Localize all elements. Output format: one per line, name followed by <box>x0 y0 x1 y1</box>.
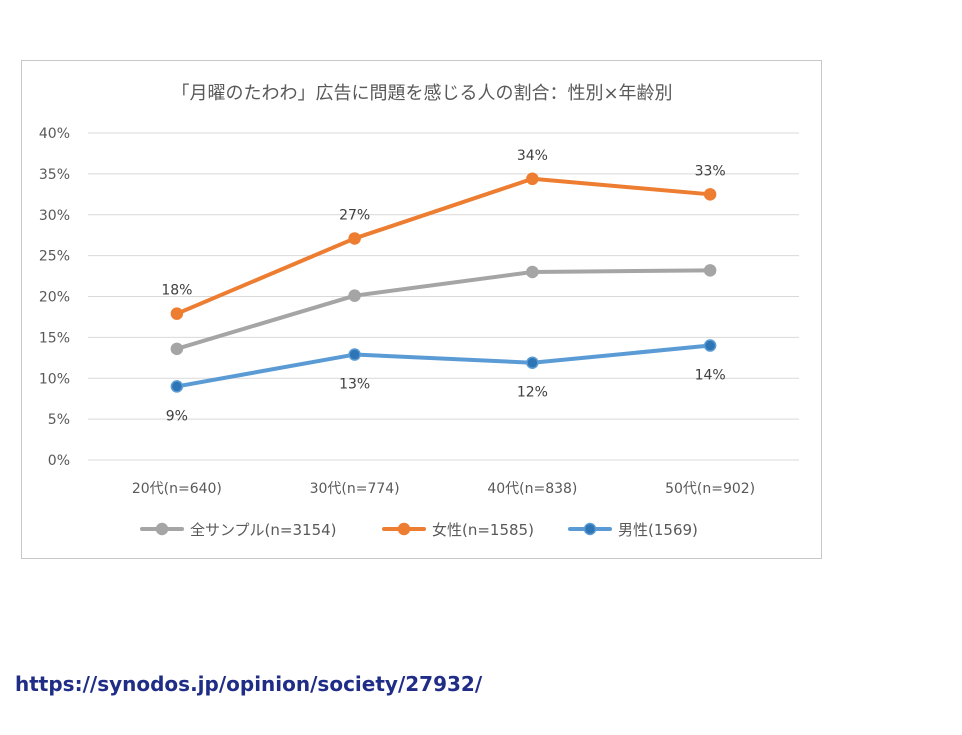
y-tick-label: 25% <box>39 249 70 265</box>
series-line <box>174 268 713 351</box>
y-tick-label: 0% <box>48 453 70 469</box>
x-tick-label: 30代(n=774) <box>310 481 400 497</box>
data-point <box>703 188 717 201</box>
series-1 <box>170 172 717 320</box>
gridlines <box>88 132 799 461</box>
x-tick-label: 50代(n=902) <box>665 481 755 497</box>
y-tick-label: 40% <box>39 126 70 142</box>
series-line <box>174 176 713 316</box>
data-label: 14% <box>695 368 726 384</box>
data-point <box>703 339 717 352</box>
data-label: 13% <box>339 377 370 393</box>
data-label: 18% <box>161 283 192 299</box>
data-labels: 18% 27% 34% 33% 9% 13% 12% 14% <box>161 148 725 425</box>
legend-label: 全サンプル(n=3154) <box>190 521 337 539</box>
series-2 <box>170 339 717 393</box>
y-axis-ticks: 0% 5% 10% 15% 20% 25% 30% 35% 40% <box>39 126 70 469</box>
x-tick-label: 40代(n=838) <box>487 481 577 497</box>
y-tick-label: 10% <box>39 371 70 387</box>
line-chart: 「月曜のたわわ」広告に問題を感じる人の割合：性別×年齢別 0% 5% 10% 15% 2… <box>39 83 799 539</box>
chart-frame: 「月曜のたわわ」広告に問題を感じる人の割合：性別×年齢別 0% 5% 10% 15% 2… <box>21 60 822 559</box>
data-label: 33% <box>695 163 726 179</box>
x-axis-ticks: 20代(n=640) 30代(n=774) 40代(n=838) 50代(n=902) <box>132 481 755 497</box>
data-point <box>526 356 539 369</box>
data-label: 12% <box>517 385 548 401</box>
legend-label: 女性(n=1585) <box>432 521 534 539</box>
legend-item: 全サンプル(n=3154) <box>140 521 337 539</box>
y-tick-label: 30% <box>39 208 70 224</box>
legend: 全サンプル(n=3154) 女性(n=1585) 男性(1569) <box>140 521 698 539</box>
legend-label: 男性(1569) <box>618 521 698 539</box>
data-point <box>526 172 539 186</box>
legend-swatch-marker <box>397 522 411 536</box>
legend-swatch-marker <box>155 522 169 536</box>
series-lines <box>170 172 717 393</box>
legend-item: 女性(n=1585) <box>382 521 534 539</box>
data-label: 34% <box>517 148 548 164</box>
legend-item: 男性(1569) <box>568 521 698 539</box>
series-0 <box>170 264 717 356</box>
data-label: 9% <box>166 408 188 424</box>
data-point <box>170 307 184 320</box>
data-point <box>526 265 539 279</box>
data-point <box>703 264 717 277</box>
x-tick-label: 20代(n=640) <box>132 481 222 497</box>
data-label: 27% <box>339 207 370 223</box>
data-point <box>348 289 361 302</box>
data-point <box>170 380 184 393</box>
data-point <box>170 342 184 356</box>
y-tick-label: 20% <box>39 290 70 306</box>
legend-swatch-marker <box>583 522 597 536</box>
y-tick-label: 15% <box>39 330 70 346</box>
series-line <box>174 343 713 389</box>
y-tick-label: 35% <box>39 167 70 183</box>
source-url[interactable]: https://synodos.jp/opinion/society/27932… <box>15 672 483 696</box>
y-tick-label: 5% <box>48 412 70 428</box>
data-point <box>348 232 361 245</box>
chart-title: 「月曜のたわわ」広告に問題を感じる人の割合：性別×年齢別 <box>171 83 672 104</box>
data-point <box>348 348 361 361</box>
